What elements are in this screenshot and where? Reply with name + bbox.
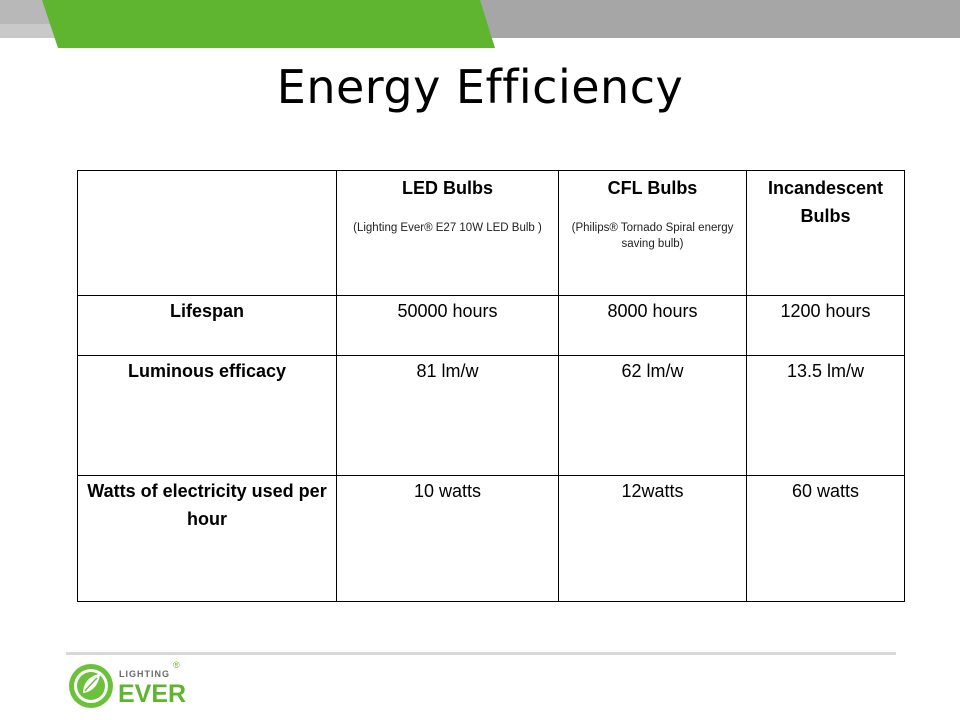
table-cell: 8000 hours <box>558 295 747 356</box>
table-row: Watts of electricity used per hour 10 wa… <box>77 475 905 602</box>
header-cell-incandescent: Incandescent Bulbs <box>746 170 905 296</box>
logo-main-text: EVER <box>118 680 186 708</box>
header-cell-led: LED Bulbs (Lighting Ever® E27 10W LED Bu… <box>336 170 559 296</box>
table-cell: 60 watts <box>746 475 905 602</box>
table-row: Luminous efficacy 81 lm/w 62 lm/w 13.5 l… <box>77 355 905 476</box>
top-decorative-band <box>0 0 960 48</box>
table-cell: 13.5 lm/w <box>746 355 905 476</box>
cell-value: 60 watts <box>791 481 860 501</box>
cell-value: 50000 hours <box>397 301 498 321</box>
table-cell: 81 lm/w <box>336 355 559 476</box>
column-note: (Philips® Tornado Spiral energy saving b… <box>571 222 734 250</box>
table-cell: 10 watts <box>336 475 559 602</box>
row-label: Luminous efficacy <box>127 361 287 381</box>
cell-value: 1200 hours <box>780 301 871 321</box>
table-header-row: LED Bulbs (Lighting Ever® E27 10W LED Bu… <box>77 170 905 296</box>
column-note: (Lighting Ever® E27 10W LED Bulb ) <box>353 222 542 234</box>
footer-divider <box>66 652 896 655</box>
row-header-cell: Watts of electricity used per hour <box>77 475 337 602</box>
slide-title: Energy Efficiency <box>276 60 684 114</box>
cell-value: 10 watts <box>413 481 482 501</box>
row-label: Watts of electricity used per hour <box>87 481 327 529</box>
table-cell: 50000 hours <box>336 295 559 356</box>
cell-value: 81 lm/w <box>416 361 479 381</box>
row-header-cell: Lifespan <box>77 295 337 356</box>
cell-value: 62 lm/w <box>621 361 684 381</box>
cell-value: 13.5 lm/w <box>786 361 865 381</box>
row-header-cell: Luminous efficacy <box>77 355 337 476</box>
header-cell-empty <box>77 170 337 296</box>
table-cell: 1200 hours <box>746 295 905 356</box>
cell-value: 12watts <box>621 481 684 501</box>
column-header: Incandescent Bulbs <box>767 178 884 226</box>
table-cell: 62 lm/w <box>558 355 747 476</box>
row-label: Lifespan <box>169 301 244 321</box>
logo-registered-mark: ® <box>173 660 180 670</box>
table-cell: 12watts <box>558 475 747 602</box>
column-header: CFL Bulbs <box>607 178 698 198</box>
table-row: Lifespan 50000 hours 8000 hours 1200 hou… <box>77 295 905 356</box>
cell-value: 8000 hours <box>607 301 698 321</box>
comparison-table: LED Bulbs (Lighting Ever® E27 10W LED Bu… <box>77 170 905 602</box>
header-cell-cfl: CFL Bulbs (Philips® Tornado Spiral energ… <box>558 170 747 296</box>
lighting-ever-logo: LIGHTING EVER ® <box>69 660 186 708</box>
column-header: LED Bulbs <box>401 178 493 198</box>
logo-top-text: LIGHTING <box>119 669 170 679</box>
